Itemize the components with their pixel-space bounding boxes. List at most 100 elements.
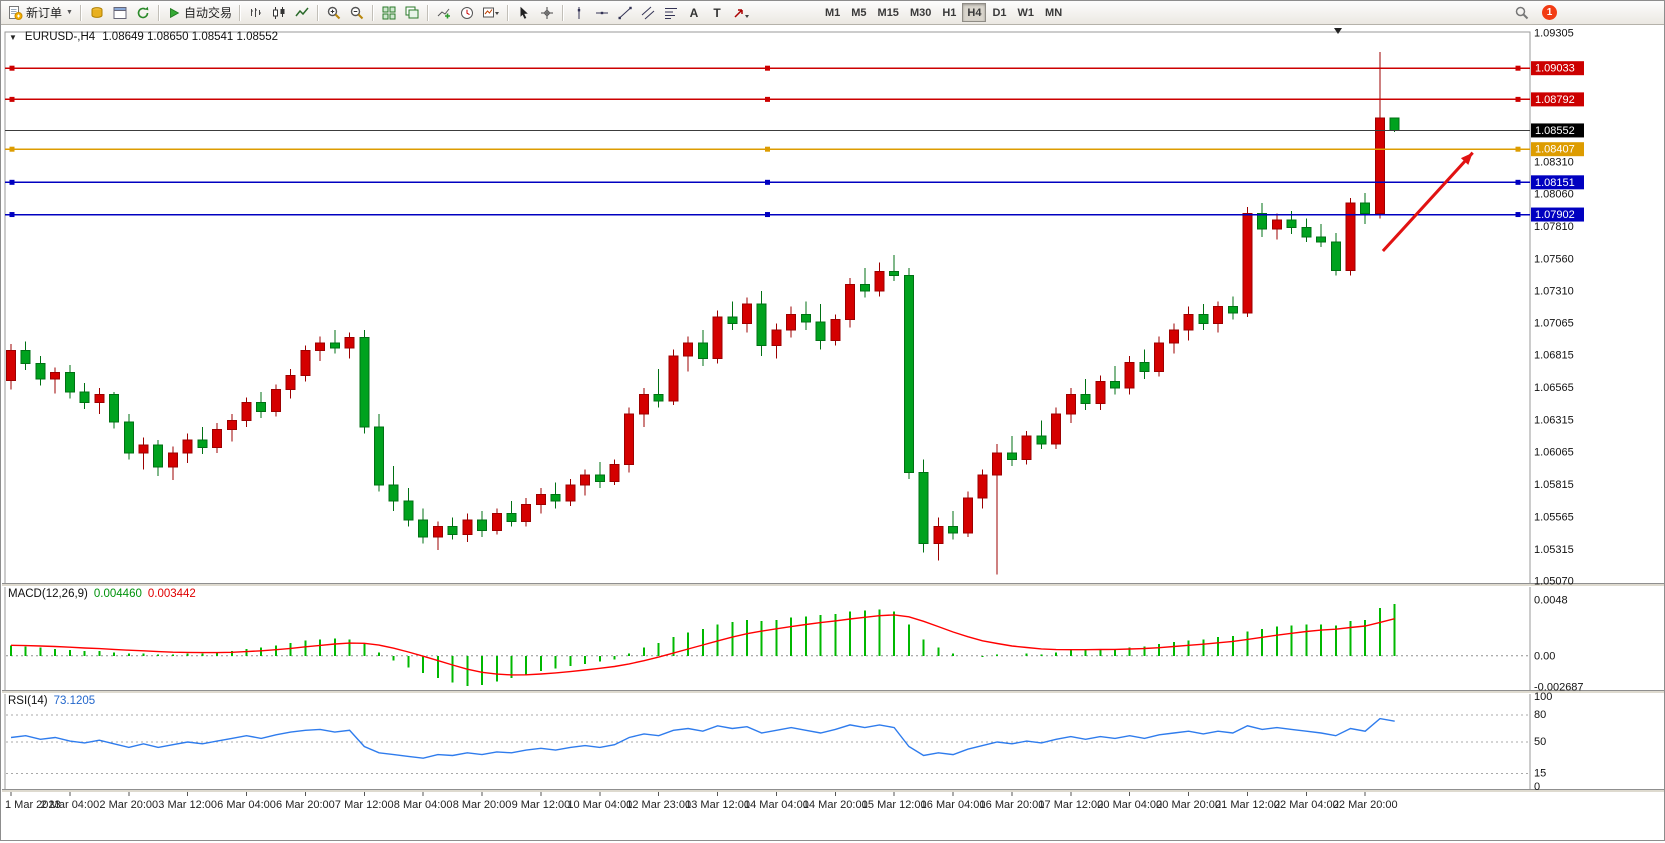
zoom-in-button[interactable] [323,3,345,23]
timeframe-m30-button[interactable]: M30 [905,3,936,22]
svg-text:1.08151: 1.08151 [1535,177,1575,189]
trendline-icon [618,6,632,19]
svg-text:22 Mar 04:00: 22 Mar 04:00 [1274,799,1339,811]
indicators-button[interactable] [433,3,455,23]
vertical-line-icon [577,6,581,19]
bar-chart-icon [250,7,261,17]
tile-windows-icon [382,6,396,19]
rsi-value: 73.1205 [53,695,96,707]
horizontal-line-tool-button[interactable] [591,3,613,23]
auto-trading-button[interactable]: 自动交易 [164,3,235,23]
tile-windows-button[interactable] [378,3,400,23]
label-tool-button[interactable]: T [706,3,728,23]
svg-text:8 Mar 20:00: 8 Mar 20:00 [453,799,512,811]
cursor-button[interactable] [513,3,535,23]
templates-button[interactable] [479,3,503,23]
auto-trading-icon [170,7,180,18]
candlestick-chart-button[interactable] [268,3,290,23]
toolbar-separator [79,4,82,21]
toolbar-separator [238,4,241,21]
toolbar-separator [426,4,429,21]
svg-text:14 Mar 04:00: 14 Mar 04:00 [744,799,809,811]
vertical-line-tool-button[interactable] [568,3,590,23]
svg-text:7 Mar 12:00: 7 Mar 12:00 [335,799,394,811]
svg-text:6 Mar 20:00: 6 Mar 20:00 [276,799,335,811]
svg-text:1.05070: 1.05070 [1534,576,1574,588]
ohlc-values: 1.08649 1.08650 1.08541 1.08552 [102,31,279,43]
svg-text:1.06565: 1.06565 [1534,382,1574,394]
svg-text:16 Mar 20:00: 16 Mar 20:00 [980,799,1045,811]
svg-text:1 Mar 2023: 1 Mar 2023 [5,799,61,811]
toolbar-separator [506,4,509,21]
svg-text:0: 0 [1534,781,1540,793]
channel-tool-button[interactable] [637,3,659,23]
timeframe-d1-button[interactable]: D1 [987,3,1011,22]
svg-text:3 Mar 12:00: 3 Mar 12:00 [158,799,217,811]
notification-badge[interactable]: 1 [1542,5,1557,20]
svg-text:1.08552: 1.08552 [1535,125,1575,137]
svg-text:21 Mar 12:00: 21 Mar 12:00 [1215,799,1280,811]
svg-text:1.08407: 1.08407 [1535,144,1575,156]
horizontal-line-icon [595,11,608,14]
svg-text:16 Mar 04:00: 16 Mar 04:00 [921,799,986,811]
svg-text:1.07560: 1.07560 [1534,253,1574,265]
periods-button[interactable] [456,3,478,23]
line-chart-button[interactable] [291,3,313,23]
toolbar-separator [157,4,160,21]
channel-icon [641,6,655,19]
new-order-button[interactable]: 新订单 ▼ [4,3,76,23]
search-button[interactable] [1511,3,1533,23]
market-watch-button[interactable] [86,3,108,23]
refresh-icon [137,6,149,18]
cascade-windows-button[interactable] [401,3,423,23]
svg-text:13 Mar 12:00: 13 Mar 12:00 [685,799,750,811]
svg-text:50: 50 [1534,736,1546,748]
svg-text:14 Mar 20:00: 14 Mar 20:00 [803,799,868,811]
timeframe-w1-button[interactable]: W1 [1013,3,1040,22]
timeframe-m1-button[interactable]: M1 [820,3,845,22]
refresh-button[interactable] [132,3,154,23]
bar-chart-button[interactable] [245,3,267,23]
timeframe-h4-button[interactable]: H4 [962,3,987,22]
timeframe-h1-button[interactable]: H1 [937,3,961,22]
svg-text:15 Mar 12:00: 15 Mar 12:00 [862,799,927,811]
toolbar-separator [371,4,374,21]
arrows-tool-button[interactable] [729,3,755,23]
data-window-button[interactable] [109,3,131,23]
symbol-dropdown-icon[interactable]: ▼ [9,32,17,42]
svg-text:1.05315: 1.05315 [1534,544,1574,556]
data-window-icon [113,6,127,19]
crosshair-button[interactable] [536,3,558,23]
chart-area: 1.09305 1.08310 1.08060 1.07810 1.07560 1.073… [1,25,1664,840]
zoom-out-button[interactable] [346,3,368,23]
svg-text:15: 15 [1534,768,1546,780]
new-order-label: 新订单 [26,6,63,20]
text-tool-button[interactable]: A [683,3,705,23]
svg-text:9 Mar 12:00: 9 Mar 12:00 [512,799,571,811]
chart-canvas[interactable]: 1.09305 1.08310 1.08060 1.07810 1.07560 1.073… [1,25,1665,843]
fibonacci-tool-button[interactable] [660,3,682,23]
macd-signal-value: 0.003442 [147,588,196,600]
svg-text:-0.002687: -0.002687 [1534,682,1584,694]
svg-text:0.00: 0.00 [1534,650,1555,662]
svg-text:T: T [713,6,721,20]
timeframe-m5-button[interactable]: M5 [846,3,871,22]
new-order-icon [9,5,23,20]
toolbar: 新订单 ▼ 自动交易 A T [1,1,1664,25]
svg-text:1.06815: 1.06815 [1534,350,1574,362]
svg-text:1.08792: 1.08792 [1535,94,1575,106]
svg-text:1.05815: 1.05815 [1534,479,1574,491]
macd-main-value: 0.004460 [93,588,142,600]
svg-text:1.07065: 1.07065 [1534,317,1574,329]
timeframe-m15-button[interactable]: M15 [873,3,904,22]
svg-text:0.0048: 0.0048 [1534,595,1568,607]
svg-text:6 Mar 04:00: 6 Mar 04:00 [217,799,276,811]
auto-trading-label: 自动交易 [183,6,232,20]
timeframe-mn-button[interactable]: MN [1040,3,1067,22]
timeframe-group: M1 M5 M15 M30 H1 H4 D1 W1 MN [820,3,1067,22]
svg-text:1.07810: 1.07810 [1534,221,1574,233]
svg-text:2 Mar 20:00: 2 Mar 20:00 [99,799,158,811]
svg-text:1.09033: 1.09033 [1535,63,1575,75]
trendline-tool-button[interactable] [614,3,636,23]
